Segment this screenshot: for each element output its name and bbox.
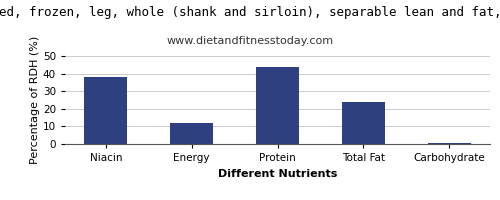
Bar xyxy=(428,143,470,144)
Bar xyxy=(342,102,385,144)
Bar xyxy=(84,77,127,144)
Bar xyxy=(170,123,213,144)
Text: rted, frozen, leg, whole (shank and sirloin), separable lean and fat, c: rted, frozen, leg, whole (shank and sirl… xyxy=(0,6,500,19)
Y-axis label: Percentage of RDH (%): Percentage of RDH (%) xyxy=(30,36,40,164)
Bar xyxy=(256,67,299,144)
Text: www.dietandfitnesstoday.com: www.dietandfitnesstoday.com xyxy=(166,36,334,46)
X-axis label: Different Nutrients: Different Nutrients xyxy=(218,169,337,179)
